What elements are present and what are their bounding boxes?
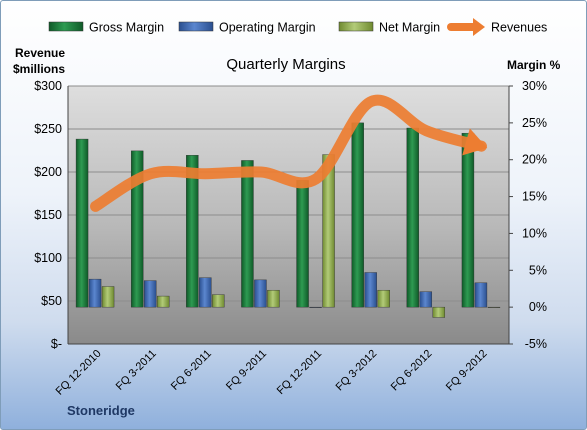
left-axis-label-line1: Revenue [15,46,65,60]
right-tick-label: 5% [529,263,547,277]
net-margin-bar [156,295,170,308]
operating-margin-bar [474,282,488,308]
x-tick-label: FQ 12-2011 [275,348,324,397]
right-axis-label: Margin % [507,58,561,72]
operating-margin-bar [143,280,157,308]
gross-margin-bar [241,160,254,308]
x-tick-label: FQ 12-2010 [54,348,104,398]
legend-swatch-net-margin [338,21,374,32]
x-tick-label: FQ 3-2011 [114,348,159,393]
left-tick-label: $150 [34,208,62,222]
x-tick-label: FQ 6-2011 [169,348,214,393]
right-tick-label: 30% [522,79,547,93]
gross-margin-bar [186,155,199,308]
operating-margin-bar [419,291,433,308]
company-name: Stoneridge [67,403,135,418]
left-axis-label-line2: $millions [13,62,65,76]
x-tick-label: FQ 9-2011 [224,348,269,393]
left-tick-label: $- [51,337,62,351]
plot-area [68,85,509,345]
legend: Gross Margin Operating Margin Net Margin Re… [48,18,547,36]
right-tick-label: 10% [522,226,547,240]
net-margin-bar [101,286,115,308]
left-tick-label: $300 [34,79,62,93]
legend-label: Net Margin [379,21,440,35]
left-tick-label: $50 [41,294,62,308]
x-tick-label: FQ 6-2012 [389,348,435,394]
net-margin-bar [487,306,501,308]
right-tick-label: -5% [525,337,547,351]
gross-margin-bar [461,132,475,308]
legend-swatch-gross-margin [48,21,84,32]
gross-margin-bar [75,138,89,308]
revenues-arrowhead [462,128,488,156]
legend-swatch-operating-margin [178,21,214,32]
operating-margin-bar [88,278,102,308]
legend-label: Revenues [491,21,547,35]
x-tick-label: FQ 3-2012 [334,348,380,394]
left-tick-label: $200 [34,165,62,179]
right-tick-label: 25% [522,116,547,130]
legend-label: Gross Margin [89,21,164,35]
right-tick-label: 20% [522,153,547,167]
left-tick-label: $250 [34,122,62,136]
right-tick-label: 0% [529,300,547,314]
net-margin-bar [212,294,225,308]
x-tick-label: FQ 9-2012 [444,348,490,394]
net-margin-bar [377,289,390,308]
revenues-line [90,94,487,212]
gross-margin-bar [406,127,420,308]
right-tick-label: 15% [522,190,547,204]
chart-title: Quarterly Margins [226,56,345,73]
operating-margin-bar [199,277,212,308]
legend-arrow-revenues [473,18,485,36]
net-margin-bar [432,306,446,318]
legend-label: Operating Margin [219,21,316,35]
net-margin-bar [267,289,280,308]
gross-margin-bar [351,122,364,308]
left-tick-label: $100 [34,251,62,265]
operating-margin-bar [254,279,267,308]
operating-margin-bar [364,272,377,308]
operating-margin-bar [309,306,322,308]
gross-margin-bar [296,180,309,308]
gross-margin-bar [130,150,144,308]
